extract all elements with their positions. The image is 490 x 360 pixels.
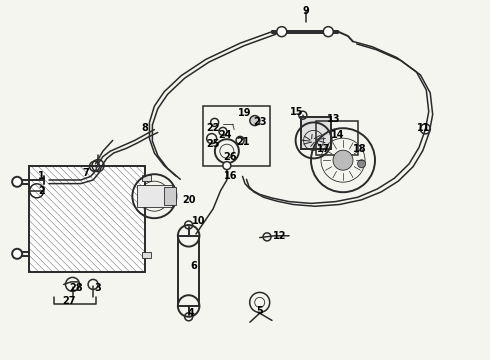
- Text: 10: 10: [192, 216, 205, 226]
- Text: 6: 6: [190, 261, 197, 271]
- Circle shape: [333, 150, 353, 170]
- Text: 18: 18: [353, 144, 367, 154]
- Circle shape: [12, 177, 22, 187]
- Text: 7: 7: [82, 168, 89, 178]
- Circle shape: [250, 116, 260, 126]
- Text: 20: 20: [182, 195, 196, 205]
- Bar: [203, 106, 270, 166]
- Text: 19: 19: [238, 108, 252, 118]
- Circle shape: [277, 27, 287, 37]
- Text: 13: 13: [326, 114, 340, 124]
- Text: 28: 28: [69, 283, 83, 293]
- Polygon shape: [29, 166, 145, 272]
- Text: 8: 8: [141, 123, 148, 133]
- Text: 1: 1: [38, 171, 45, 181]
- Bar: [142, 252, 151, 258]
- Text: 26: 26: [223, 152, 237, 162]
- Circle shape: [147, 189, 161, 203]
- Bar: [164, 187, 176, 205]
- Bar: [178, 236, 199, 306]
- Text: 3: 3: [95, 283, 101, 293]
- Text: 2: 2: [38, 186, 45, 196]
- Circle shape: [223, 162, 231, 170]
- Text: 22: 22: [206, 123, 220, 133]
- Circle shape: [323, 27, 333, 37]
- Circle shape: [12, 249, 22, 259]
- Text: 15: 15: [290, 107, 303, 117]
- Text: 9: 9: [303, 6, 310, 16]
- Text: 14: 14: [331, 130, 345, 140]
- Text: 16: 16: [223, 171, 237, 181]
- Text: 11: 11: [417, 123, 431, 133]
- Bar: [142, 175, 151, 181]
- Text: 23: 23: [253, 117, 267, 127]
- Circle shape: [358, 160, 366, 168]
- Bar: [137, 185, 172, 207]
- Text: 27: 27: [62, 296, 75, 306]
- Text: 21: 21: [236, 137, 249, 147]
- Text: 4: 4: [188, 308, 195, 318]
- Text: 24: 24: [219, 130, 232, 140]
- Bar: [316, 121, 358, 155]
- Text: 5: 5: [256, 306, 263, 316]
- Text: 17: 17: [317, 144, 330, 154]
- Text: 25: 25: [206, 139, 220, 149]
- Bar: [301, 117, 331, 149]
- Text: 12: 12: [272, 231, 286, 241]
